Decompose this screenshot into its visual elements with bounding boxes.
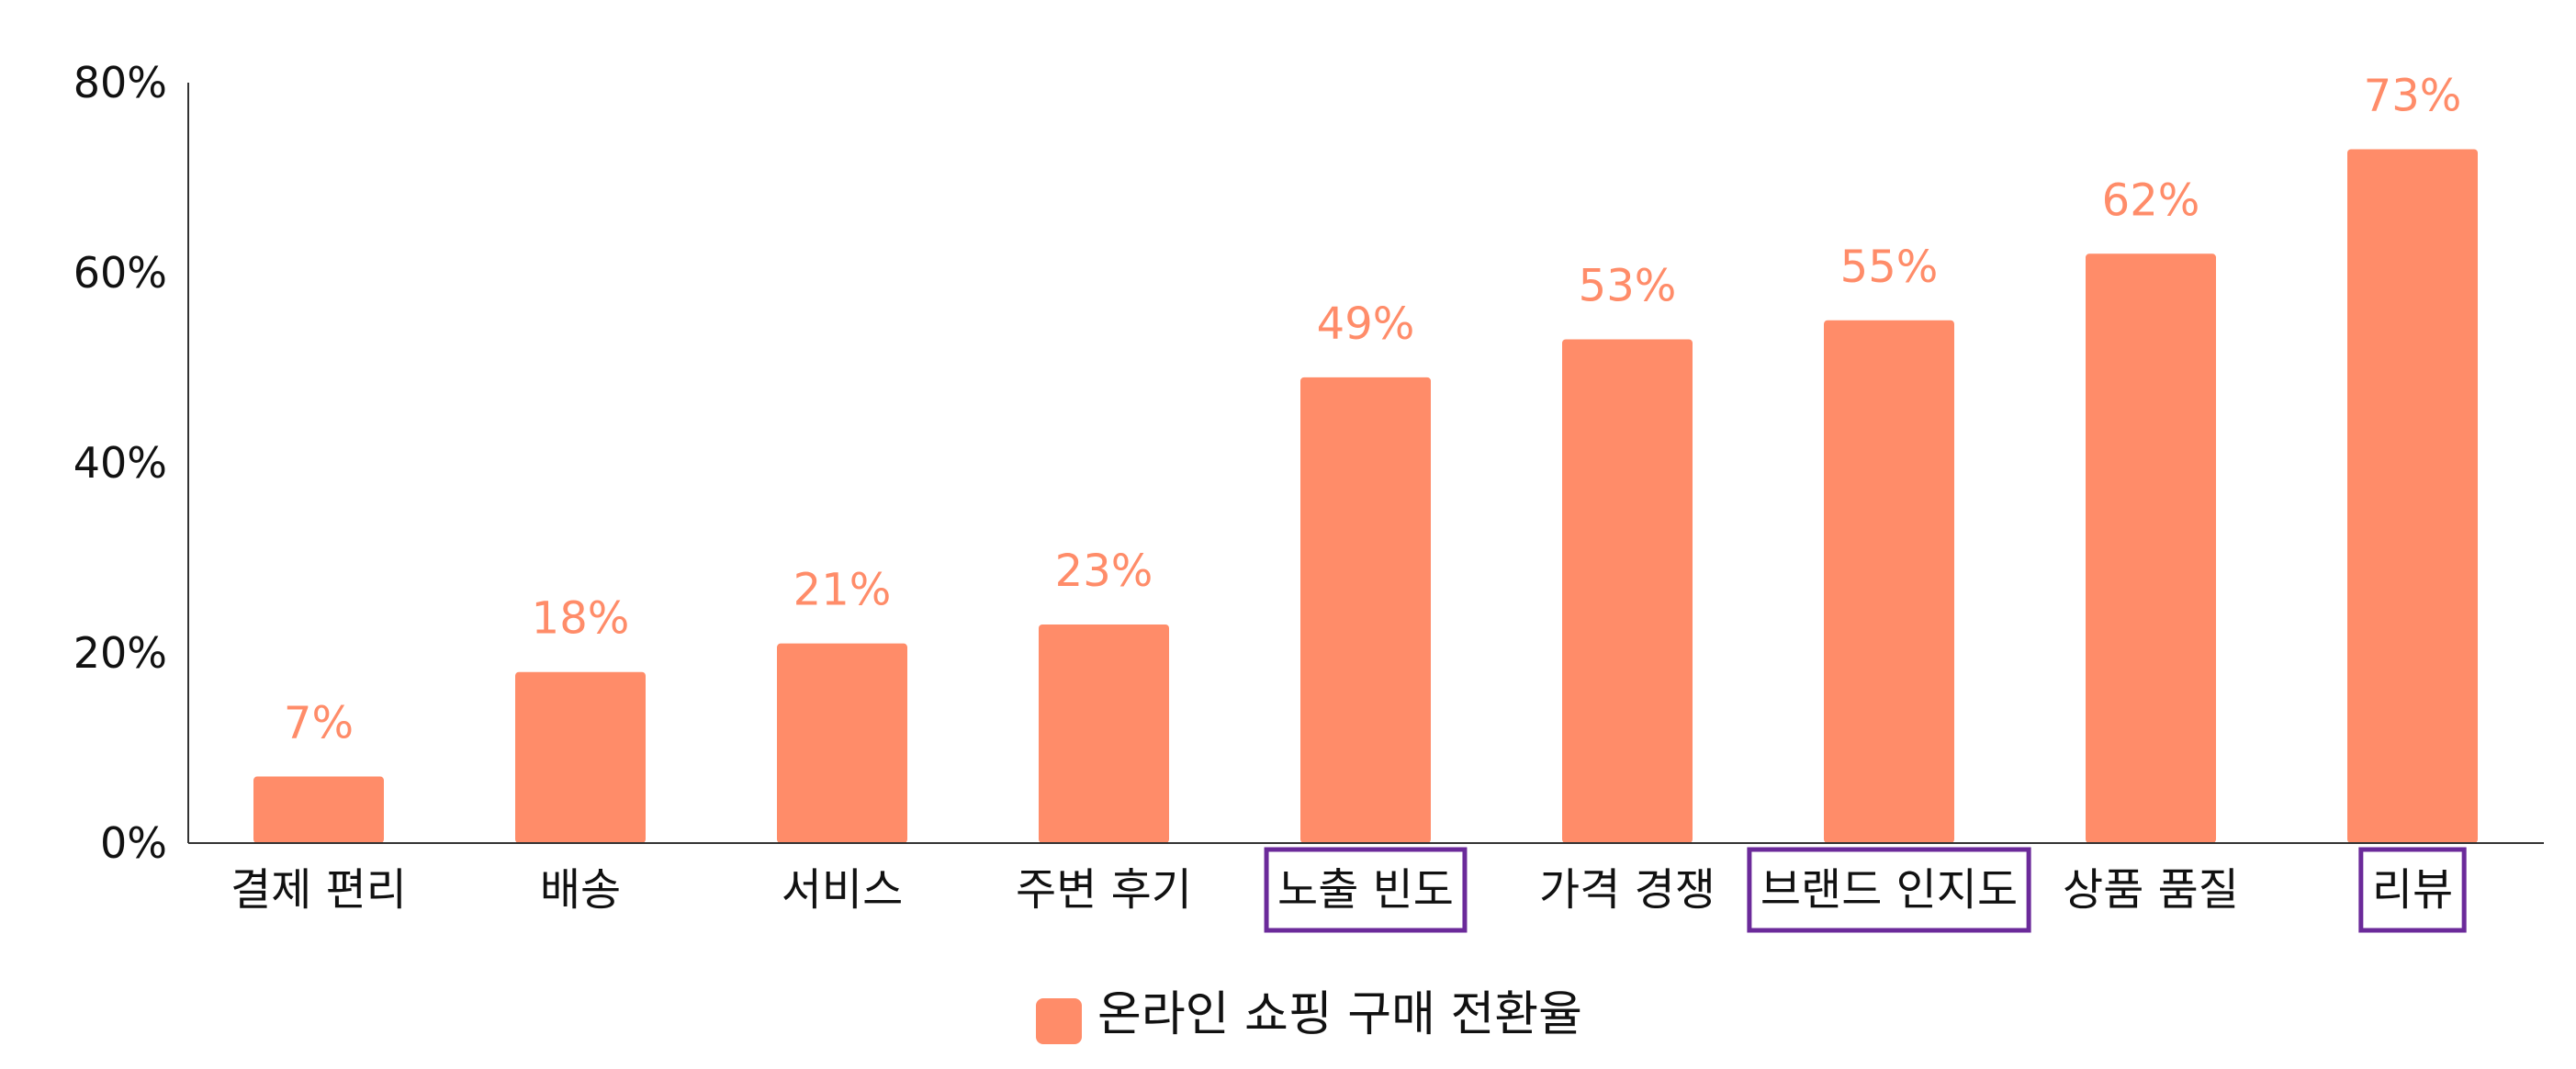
bar: [1300, 377, 1431, 843]
data-label: 55%: [1840, 242, 1939, 293]
highlight-box: [2358, 847, 2467, 933]
x-tick-label: 가격 경쟁: [1539, 864, 1715, 916]
highlight-box: [1747, 847, 2031, 933]
bar: [1824, 320, 1954, 843]
bar: [1039, 624, 1169, 843]
x-tick-label: 결제 편리: [231, 864, 407, 916]
legend-swatch: [1036, 998, 1082, 1044]
y-tick-label: 20%: [73, 628, 167, 678]
bars: [253, 149, 2478, 843]
bar: [777, 643, 907, 843]
y-axis: 0% 20% 40% 60% 80%: [73, 58, 189, 868]
data-label: 21%: [793, 565, 892, 616]
data-label: 7%: [284, 698, 354, 749]
highlight-box: [1264, 847, 1468, 933]
y-tick-label: 60%: [73, 248, 167, 298]
data-label: 49%: [1317, 298, 1415, 350]
y-tick-label: 80%: [73, 58, 167, 107]
x-tick-label: 배송: [540, 864, 621, 916]
data-label: 73%: [2364, 70, 2462, 121]
x-tick-label: 주변 후기: [1016, 864, 1192, 916]
x-tick-label: 상품 품질: [2063, 864, 2239, 916]
x-axis: 결제 편리 배송 서비스 주변 후기 노출 빈도 가격 경쟁 브랜드 인지도 상품 품질 리뷰: [188, 842, 2544, 933]
bar: [2086, 253, 2216, 843]
bar: [253, 776, 384, 843]
x-tick-label: 노출 빈도: [1277, 864, 1454, 916]
legend-label: 온라인 쇼핑 구매 전환율: [1097, 987, 1582, 1042]
y-tick-label: 40%: [73, 438, 167, 488]
legend: 온라인 쇼핑 구매 전환율: [1036, 987, 1582, 1044]
bar: [515, 671, 646, 843]
data-labels: 7% 18% 21% 23% 49% 53% 55% 62% 73%: [284, 70, 2461, 748]
x-tick-label: 리뷰: [2372, 864, 2453, 916]
x-tick-label: 브랜드 인지도: [1760, 864, 2018, 916]
x-tick-label: 서비스: [782, 864, 903, 916]
data-label: 62%: [2102, 174, 2200, 226]
y-tick-label: 0%: [100, 818, 167, 868]
bar: [1562, 339, 1693, 843]
data-label: 53%: [1579, 260, 1677, 311]
data-label: 23%: [1055, 546, 1153, 597]
bar: [2347, 149, 2478, 843]
data-label: 18%: [532, 593, 630, 645]
